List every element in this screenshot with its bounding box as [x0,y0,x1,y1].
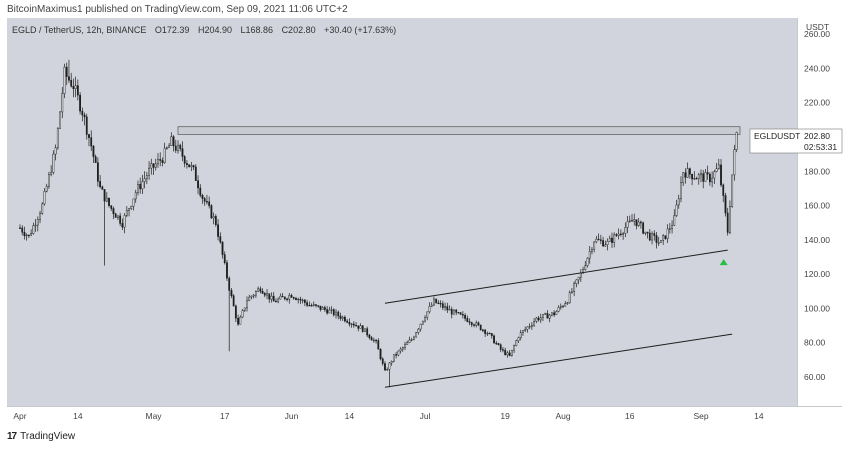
ohlc-high: H204.90 [197,25,232,35]
price-axis[interactable] [797,18,843,406]
ohlc-close: C202.80 [281,25,316,35]
ohlc-open: O172.39 [154,25,190,35]
publisher-header: BitcoinMaximus1 published on TradingView… [7,4,348,15]
ohlc-change: +30.40 (+17.63%) [324,25,397,35]
ohlc-low: L168.86 [240,25,274,35]
chart-area[interactable] [7,18,797,406]
time-axis[interactable] [7,406,842,427]
symbol-info-bar: EGLD / TetherUS, 12h, BINANCE O172.39 H2… [12,25,402,35]
tradingview-brand: TradingView [20,431,76,442]
footer-brand: 17 TradingView [7,431,75,442]
symbol-pair[interactable]: EGLD / TetherUS, 12h, BINANCE [12,25,147,35]
tradingview-logo-icon: 17 [7,431,17,442]
